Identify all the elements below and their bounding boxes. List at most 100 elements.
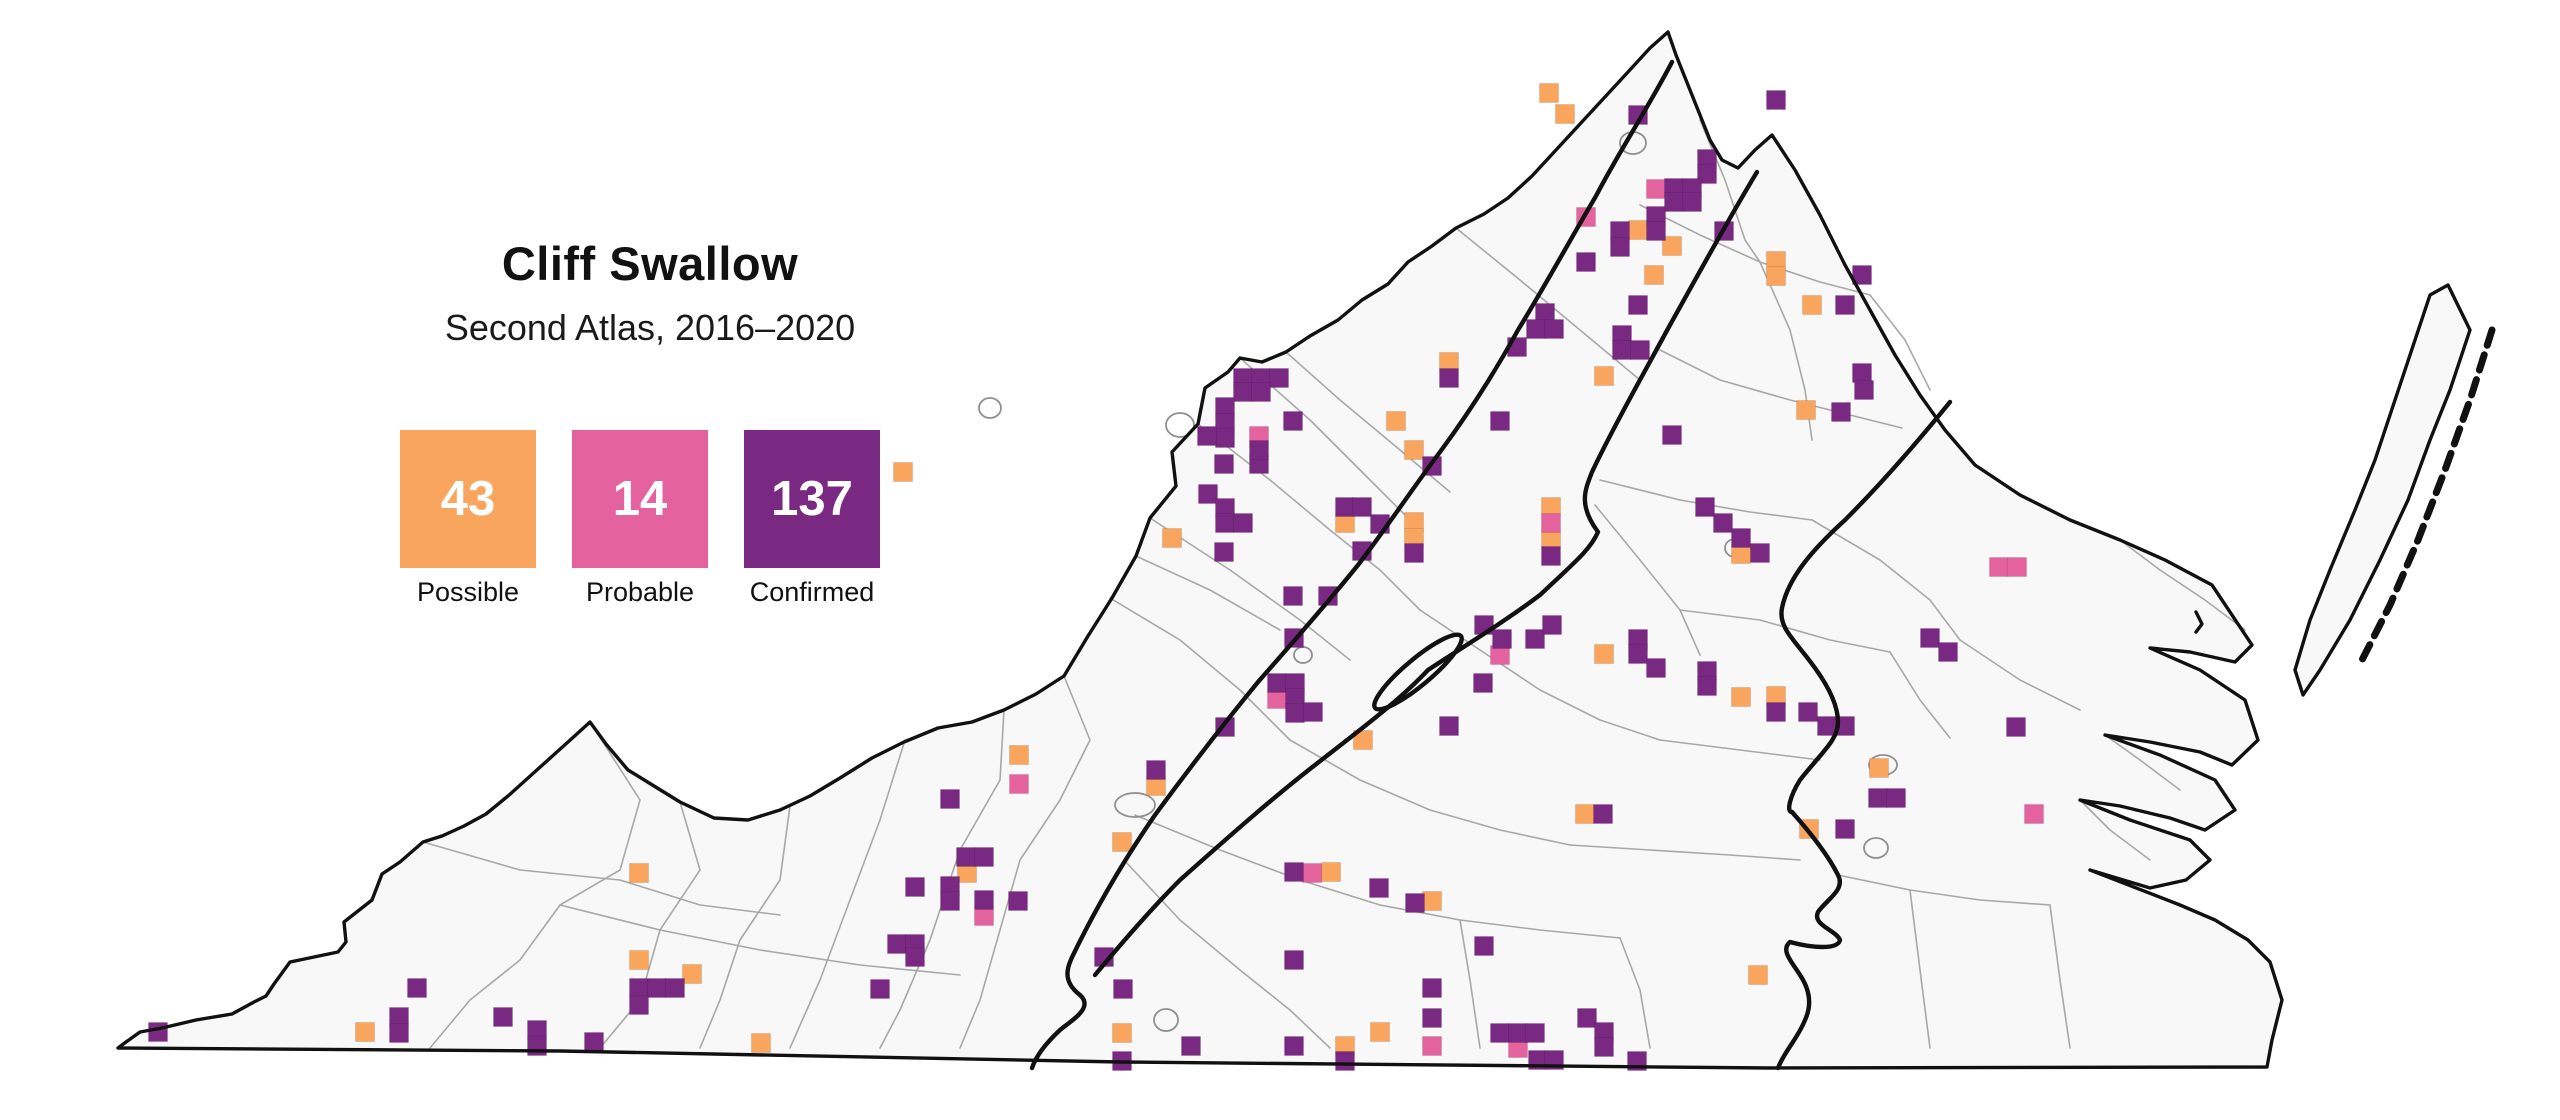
atlas-block-confirmed: [1233, 382, 1253, 402]
atlas-block-confirmed: [1525, 629, 1545, 649]
confirmed-swatch: 137: [744, 430, 880, 568]
atlas-block-confirmed: [1267, 673, 1287, 693]
atlas-block-confirmed: [1593, 804, 1613, 824]
atlas-block-confirmed: [1113, 979, 1133, 999]
atlas-block-confirmed: [1233, 513, 1253, 533]
atlas-block-confirmed: [1008, 891, 1028, 911]
atlas-block-confirmed: [940, 789, 960, 809]
atlas-block-confirmed: [1214, 542, 1234, 562]
atlas-block-confirmed: [1508, 1023, 1528, 1043]
atlas-block-possible: [1594, 366, 1614, 386]
probable-label: Probable: [585, 577, 695, 607]
atlas-block-confirmed: [1439, 368, 1459, 388]
atlas-block-probable: [2007, 557, 2027, 577]
atlas-block-confirmed: [1697, 676, 1717, 696]
page-title: Cliff Swallow: [501, 237, 799, 290]
blue-ridge-west-boundary: [1029, 59, 1675, 1071]
atlas-block-confirmed: [1422, 1008, 1442, 1028]
atlas-block-confirmed: [1731, 528, 1751, 548]
atlas-block-confirmed: [1283, 586, 1303, 606]
atlas-block-confirmed: [1750, 543, 1770, 563]
atlas-block-confirmed: [1766, 90, 1786, 110]
atlas-block-confirmed: [1369, 878, 1389, 898]
atlas-block-confirmed: [407, 978, 427, 998]
atlas-block-confirmed: [1938, 642, 1958, 662]
atlas-block-possible: [1796, 400, 1816, 420]
atlas-block-possible: [355, 1022, 375, 1042]
atlas-blocks-layer: [148, 83, 2044, 1071]
atlas-block-possible: [1404, 440, 1424, 460]
atlas-block-confirmed: [1251, 382, 1271, 402]
atlas-block-confirmed: [148, 1022, 168, 1042]
atlas-block-confirmed: [1831, 402, 1851, 422]
atlas-block-confirmed: [1628, 644, 1648, 664]
atlas-block-possible: [751, 1033, 771, 1053]
atlas-block-confirmed: [1662, 425, 1682, 445]
virginia-mainland-outline: [116, 30, 2284, 1070]
atlas-block-confirmed: [1682, 192, 1702, 212]
atlas-block-confirmed: [1181, 1036, 1201, 1056]
atlas-block-confirmed: [584, 1032, 604, 1052]
atlas-block-possible: [1422, 891, 1442, 911]
atlas-block-possible: [1731, 687, 1751, 707]
atlas-block-possible: [1575, 804, 1595, 824]
atlas-block-probable: [1009, 774, 1029, 794]
atlas-block-confirmed: [1352, 497, 1372, 517]
legend-item-possible: 43 Possible: [400, 430, 536, 608]
atlas-block-confirmed: [1492, 629, 1512, 649]
atlas-block-confirmed: [527, 1036, 547, 1056]
tangier-island-mark: [2194, 610, 2204, 634]
blue-ridge-east-boundary: [1092, 169, 1760, 978]
atlas-block-confirmed: [1886, 788, 1906, 808]
atlas-block-confirmed: [1439, 716, 1459, 736]
atlas-block-confirmed: [1146, 760, 1166, 780]
atlas-block-confirmed: [1646, 658, 1666, 678]
atlas-block-confirmed: [1474, 936, 1494, 956]
atlas-block-confirmed: [1697, 164, 1717, 184]
atlas-block-possible: [1644, 265, 1664, 285]
atlas-block-confirmed: [870, 979, 890, 999]
province-boundaries-layer: [1029, 59, 1953, 1071]
atlas-block-confirmed: [1198, 484, 1218, 504]
atlas-block-confirmed: [1630, 340, 1650, 360]
atlas-block-confirmed: [1215, 428, 1235, 448]
legend: 43 Possible 14 Probable 137 Confirmed: [400, 430, 880, 608]
atlas-block-probable: [1541, 513, 1561, 533]
atlas-block-possible: [1628, 220, 1648, 240]
confirmed-label: Confirmed: [749, 577, 875, 607]
atlas-block-confirmed: [1544, 319, 1564, 339]
possible-count: 43: [440, 472, 496, 526]
state-outline-layer: [116, 30, 2496, 1070]
atlas-block-probable: [2024, 804, 2044, 824]
atlas-block-possible: [1869, 758, 1889, 778]
atlas-block-confirmed: [1269, 368, 1289, 388]
atlas-block-confirmed: [1854, 380, 1874, 400]
atlas-block-possible: [1386, 411, 1406, 431]
legend-item-probable: 14 Probable: [572, 430, 708, 608]
atlas-block-confirmed: [1490, 1023, 1510, 1043]
atlas-block-possible: [1662, 236, 1682, 256]
blue-ridge-loop: [1372, 632, 1464, 712]
legend-item-confirmed: 137 Confirmed: [744, 430, 880, 608]
atlas-block-confirmed: [1628, 295, 1648, 315]
atlas-block-possible: [629, 863, 649, 883]
atlas-block-possible: [1539, 83, 1559, 103]
atlas-block-confirmed: [1197, 426, 1217, 446]
atlas-block-confirmed: [1526, 319, 1546, 339]
atlas-block-confirmed: [887, 934, 907, 954]
atlas-block-confirmed: [1576, 252, 1596, 272]
atlas-block-confirmed: [956, 847, 976, 867]
atlas-block-confirmed: [2006, 717, 2026, 737]
atlas-block-possible: [629, 950, 649, 970]
atlas-block-possible: [1112, 832, 1132, 852]
atlas-block-confirmed: [1284, 950, 1304, 970]
probable-count: 14: [612, 472, 668, 526]
atlas-block-possible: [1748, 965, 1768, 985]
eastern-shore-fill: [2295, 285, 2470, 695]
atlas-block-confirmed: [1695, 497, 1715, 517]
atlas-block-possible: [893, 462, 913, 482]
atlas-block-confirmed: [1318, 586, 1338, 606]
atlas-block-possible: [1353, 730, 1373, 750]
atlas-block-possible: [682, 964, 702, 984]
